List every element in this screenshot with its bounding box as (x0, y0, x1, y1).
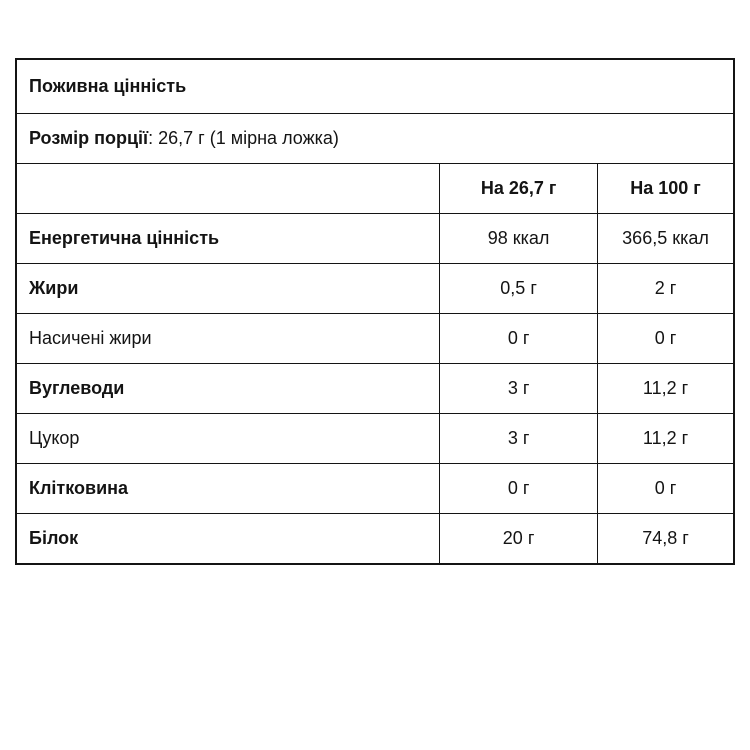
row-value-per-100g: 11,2 г (598, 414, 734, 464)
nutrition-table: Поживна цінність Розмір порції: 26,7 г (… (15, 58, 735, 565)
row-value-per-serving: 20 г (440, 514, 598, 565)
serving-row: Розмір порції: 26,7 г (1 мірна ложка) (16, 114, 734, 164)
table-row: Жири0,5 г2 г (16, 264, 734, 314)
row-value-per-100g: 2 г (598, 264, 734, 314)
row-label: Насичені жири (16, 314, 440, 364)
row-value-per-serving: 3 г (440, 414, 598, 464)
table-row: Вуглеводи3 г11,2 г (16, 364, 734, 414)
serving-value: : 26,7 г (1 мірна ложка) (148, 128, 339, 148)
row-label: Жири (16, 264, 440, 314)
row-label: Вуглеводи (16, 364, 440, 414)
table-row: Насичені жири0 г0 г (16, 314, 734, 364)
row-value-per-100g: 0 г (598, 314, 734, 364)
header-row: На 26,7 г На 100 г (16, 164, 734, 214)
table-title: Поживна цінність (16, 59, 734, 114)
row-value-per-serving: 0 г (440, 314, 598, 364)
title-row: Поживна цінність (16, 59, 734, 114)
row-value-per-serving: 0,5 г (440, 264, 598, 314)
table-row: Енергетична цінність98 ккал366,5 ккал (16, 214, 734, 264)
header-per-serving: На 26,7 г (440, 164, 598, 214)
header-blank (16, 164, 440, 214)
row-value-per-100g: 11,2 г (598, 364, 734, 414)
table-row: Клітковина0 г0 г (16, 464, 734, 514)
row-value-per-serving: 3 г (440, 364, 598, 414)
header-per-100g: На 100 г (598, 164, 734, 214)
row-label: Білок (16, 514, 440, 565)
row-label: Клітковина (16, 464, 440, 514)
row-value-per-100g: 0 г (598, 464, 734, 514)
table-row: Білок20 г74,8 г (16, 514, 734, 565)
row-value-per-100g: 74,8 г (598, 514, 734, 565)
serving-cell: Розмір порції: 26,7 г (1 мірна ложка) (16, 114, 734, 164)
nutrition-table-wrap: Поживна цінність Розмір порції: 26,7 г (… (15, 58, 735, 565)
table-row: Цукор3 г11,2 г (16, 414, 734, 464)
row-label: Енергетична цінність (16, 214, 440, 264)
row-value-per-serving: 0 г (440, 464, 598, 514)
row-value-per-100g: 366,5 ккал (598, 214, 734, 264)
row-label: Цукор (16, 414, 440, 464)
row-value-per-serving: 98 ккал (440, 214, 598, 264)
serving-label: Розмір порції (29, 128, 148, 148)
